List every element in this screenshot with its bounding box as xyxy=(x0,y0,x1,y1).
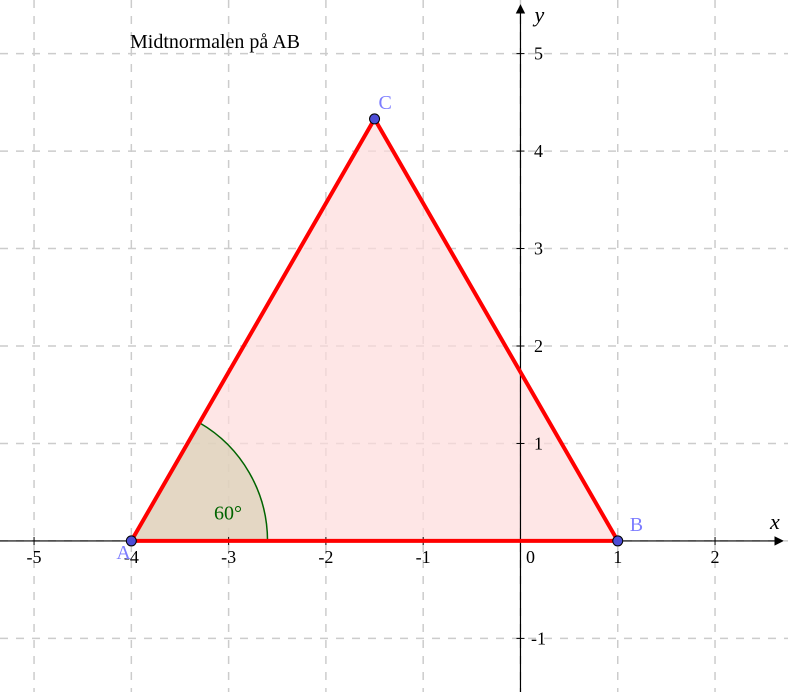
y-axis-label: y xyxy=(532,2,544,27)
vertex-label-a: A xyxy=(116,542,131,564)
y-tick-label: 3 xyxy=(534,239,543,259)
x-tick-label: 2 xyxy=(711,547,720,567)
x-tick-label: -5 xyxy=(27,547,42,567)
x-tick-label: -2 xyxy=(318,547,333,567)
vertex-point-c xyxy=(370,114,380,124)
x-axis-label: x xyxy=(769,509,780,534)
y-tick-label: 4 xyxy=(534,141,543,161)
x-tick-label: 1 xyxy=(613,547,622,567)
y-tick-label: 2 xyxy=(534,336,543,356)
x-tick-label: 0 xyxy=(526,547,535,567)
vertex-label-c: C xyxy=(379,92,392,114)
angle-label: 60° xyxy=(214,503,242,525)
plot-title: Midtnormalen på AB xyxy=(130,31,300,53)
vertex-point-b xyxy=(613,536,623,546)
x-tick-label: -1 xyxy=(416,547,431,567)
x-tick-label: -3 xyxy=(221,547,236,567)
y-tick-label: 1 xyxy=(534,433,543,453)
coordinate-plot: -5-4-3-2-1012-112345xy60°ABCMidtnormalen… xyxy=(0,0,788,692)
y-tick-label: -1 xyxy=(531,628,546,648)
vertex-label-b: B xyxy=(630,514,643,536)
y-tick-label: 5 xyxy=(534,44,543,64)
